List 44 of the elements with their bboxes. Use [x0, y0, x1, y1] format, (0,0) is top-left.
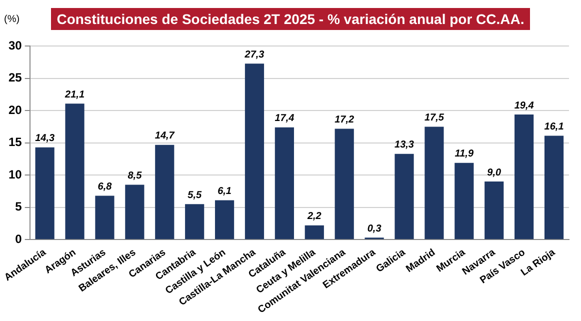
bar	[274, 127, 294, 240]
y-tick-label: 0	[15, 232, 22, 246]
data-label: 0,3	[367, 223, 382, 234]
bar	[65, 104, 84, 240]
bar	[544, 136, 564, 240]
bar	[334, 128, 354, 240]
data-label: 14,7	[154, 130, 175, 142]
data-label: 21,1	[64, 89, 85, 100]
y-tick-label: 5	[15, 200, 22, 214]
bar	[514, 114, 534, 240]
bar	[214, 200, 234, 240]
y-axis-title: (%)	[4, 14, 20, 25]
data-label: 13,3	[394, 140, 414, 151]
bar	[244, 64, 264, 240]
data-label: 17,2	[334, 114, 355, 126]
data-label: 6,8	[98, 181, 112, 192]
bar	[95, 196, 114, 240]
bar	[304, 225, 324, 240]
bar	[35, 147, 54, 240]
bar	[424, 126, 444, 240]
bar	[394, 154, 414, 240]
data-label: 9,0	[487, 167, 502, 178]
bar	[125, 184, 144, 240]
data-label: 5,5	[188, 190, 202, 201]
y-tick-label: 25	[8, 70, 22, 85]
data-label: 8,5	[128, 170, 142, 182]
chart-title: Constituciones de Sociedades 2T 2025 - % variación anual por CC.AA.	[50, 8, 530, 30]
data-label: 11,9	[454, 148, 474, 160]
data-label: 16,1	[544, 122, 564, 133]
data-label: 17,5	[424, 112, 444, 124]
data-label: 19,4	[514, 100, 534, 112]
bar	[484, 182, 504, 240]
y-tick-label: 20	[8, 102, 22, 117]
data-label: 2,2	[306, 211, 322, 222]
y-tick-label: 15	[8, 135, 22, 150]
data-label: 17,4	[274, 113, 295, 124]
y-tick-label: 10	[8, 167, 22, 182]
bar	[454, 162, 474, 240]
data-label: 6,1	[218, 186, 232, 197]
bar	[155, 144, 174, 240]
y-tick-label: 30	[8, 38, 22, 53]
bar	[185, 204, 204, 240]
data-label: 14,3	[35, 133, 55, 144]
data-label: 27,3	[244, 49, 265, 60]
